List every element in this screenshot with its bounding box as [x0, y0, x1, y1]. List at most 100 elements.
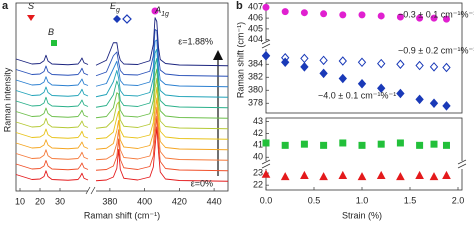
point [376, 170, 386, 179]
spectrum [95, 48, 229, 98]
y-tick-label: 407 [248, 2, 263, 12]
peak-label-base: A [154, 5, 161, 15]
point [377, 12, 385, 20]
spectrum [15, 54, 89, 66]
spectrum [95, 106, 229, 161]
y-tick-label: 42 [253, 128, 263, 138]
point [430, 14, 438, 22]
y-tick-label: 384 [248, 59, 263, 69]
spectrum [15, 170, 89, 181]
point [300, 9, 308, 17]
slope-annotation: −0.9 ± 0.2 cm⁻¹%⁻¹ [398, 45, 474, 55]
x-tick-label: 10 [15, 196, 25, 206]
spectrum [95, 116, 229, 172]
peak-label: A1g [154, 5, 169, 17]
point [357, 172, 367, 181]
peak-label-base: B [48, 27, 54, 37]
spectrum [15, 76, 89, 87]
spectrum [15, 107, 89, 118]
spectrum [95, 77, 229, 130]
x-tick-label: 1.5 [404, 195, 417, 205]
peak-label-sub: 1g [161, 11, 169, 18]
point [442, 101, 451, 111]
point [319, 172, 328, 181]
x-tick-label: 400 [137, 196, 152, 206]
strain-annotation: ε=1.88% [178, 36, 213, 46]
point [377, 140, 385, 148]
y-tick-label: 404 [248, 34, 263, 44]
spectrum [95, 126, 229, 182]
axis-break [85, 39, 467, 196]
x-axis-label: Raman shift (cm⁻¹) [84, 210, 160, 220]
y-tick-label: 382 [248, 72, 263, 82]
point [339, 139, 347, 147]
spectrum [95, 58, 229, 109]
slope-annotation: −4.0 ± 0.1 cm⁻¹%⁻¹ [318, 90, 396, 100]
spectrum [15, 65, 89, 76]
point [429, 172, 439, 181]
x-tick-label: 380 [102, 196, 117, 206]
y-tick-label: 41 [253, 140, 263, 150]
point [281, 8, 289, 16]
point [396, 59, 405, 70]
point [358, 11, 366, 19]
point [320, 141, 328, 149]
epsilon-arrow [213, 50, 223, 176]
panel-label: a [2, 0, 9, 12]
y-tick-label: 43 [253, 116, 263, 126]
slope-annotation: −0.3 ± 0.1 cm⁻¹%⁻¹ [398, 9, 474, 19]
y-tick-label: 23 [253, 167, 263, 177]
y-axis-label: Raman shift (cm⁻¹) [235, 22, 245, 98]
panel-b-lower-frame [265, 117, 463, 191]
point [396, 172, 405, 181]
point [339, 11, 347, 19]
spectrum [15, 96, 89, 108]
spectrum [15, 139, 89, 150]
spectrum [15, 128, 89, 139]
point [280, 172, 290, 181]
x-tick-label: 20 [35, 196, 45, 206]
point [396, 88, 405, 99]
point [377, 58, 386, 69]
point [281, 57, 290, 68]
point [319, 55, 328, 66]
x-axis-label: Strain (%) [342, 210, 382, 220]
point [415, 94, 424, 105]
peak-label-sub: g [116, 7, 120, 14]
point [396, 13, 404, 21]
x-tick-label: 440 [207, 196, 222, 206]
point [262, 3, 270, 11]
point [357, 57, 367, 68]
point [442, 141, 450, 149]
peak-label: B [48, 27, 54, 37]
spectrum [95, 39, 229, 88]
peak-markers [27, 7, 159, 46]
spectrum [15, 149, 89, 160]
point [430, 140, 438, 148]
spectrum [95, 97, 229, 151]
x-tick-label: 30 [55, 196, 65, 206]
strain-annotation: ε=0% [191, 178, 213, 188]
point [320, 10, 328, 18]
point [338, 73, 347, 84]
point [262, 139, 270, 147]
x-tick-label: 2.0 [452, 195, 465, 205]
spectrum [95, 17, 229, 67]
point [416, 14, 424, 22]
point [442, 62, 451, 73]
point [300, 170, 309, 179]
point [442, 15, 450, 23]
point [281, 141, 289, 149]
point [357, 78, 367, 89]
point [377, 83, 386, 94]
y-tick-label: 405 [248, 23, 263, 33]
point [429, 62, 439, 72]
spectrum [95, 29, 229, 77]
y-tick-label: 380 [248, 85, 263, 95]
x-tick-label: 0.5 [308, 195, 321, 205]
point [300, 62, 309, 72]
spectrum [95, 68, 229, 119]
point [338, 170, 348, 179]
spectrum [15, 117, 89, 129]
point [396, 139, 404, 147]
